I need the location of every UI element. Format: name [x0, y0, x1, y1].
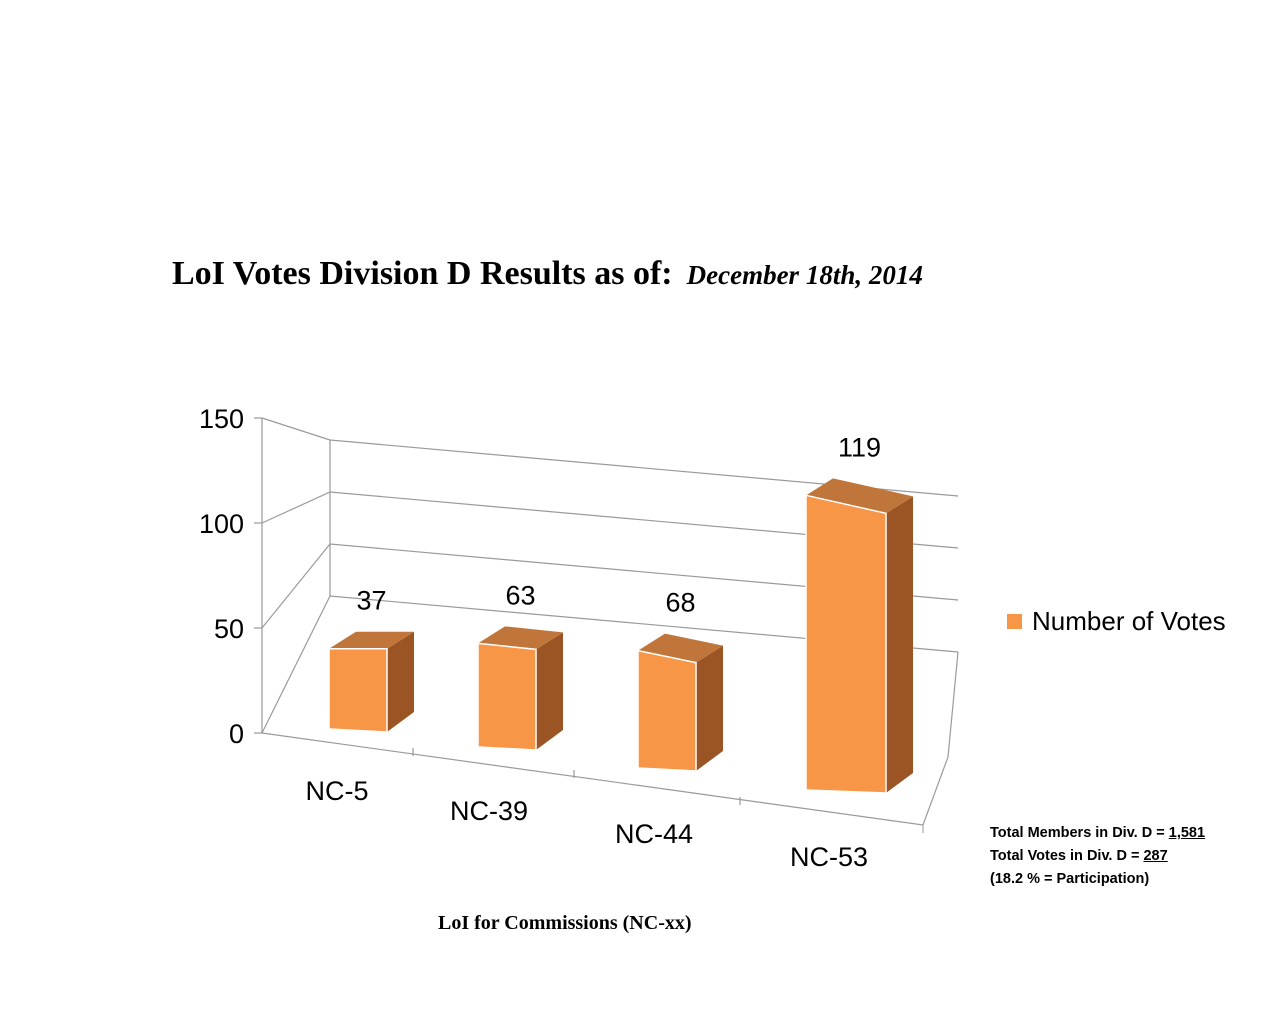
legend: Number of Votes [1007, 606, 1226, 637]
bar-NC-39 [477, 642, 537, 751]
x-label-NC-53: NC-53 [790, 842, 868, 872]
bar-top-NC-44 [638, 633, 723, 663]
legend-swatch [1007, 614, 1022, 629]
stats-participation: (18.2 % = Participation) [990, 871, 1150, 887]
x-label-NC-5: NC-5 [305, 776, 368, 806]
data-label-NC-39: 63 [505, 580, 535, 610]
stats-votes-value: 287 [1143, 848, 1168, 864]
floor-outline [261, 651, 959, 826]
x-axis-title: LoI for Commissions (NC-xx) [438, 912, 692, 934]
data-label-NC-5: 37 [356, 586, 386, 616]
y-tick-label-100: 100 [199, 509, 244, 539]
bar-NC-53 [805, 494, 887, 794]
stats-votes: Total Votes in Div. D = 287 [990, 845, 1205, 868]
bar-top-NC-5 [329, 631, 414, 649]
x-label-NC-44: NC-44 [615, 819, 693, 849]
chart-title-date: December 18th, 2014 [686, 260, 923, 290]
data-label-NC-53: 119 [838, 432, 881, 462]
y-tick-label-150: 150 [199, 404, 244, 434]
chart-title-main: LoI Votes Division D Results as of: [172, 255, 673, 292]
data-label-NC-44: 68 [665, 588, 695, 618]
bar-top-NC-39 [478, 626, 563, 650]
y-tick-label-0: 0 [229, 719, 244, 749]
bar-side-NC-44 [696, 645, 723, 771]
x-label-NC-39: NC-39 [450, 796, 528, 826]
bar-top-NC-53 [806, 478, 913, 514]
bar-side-NC-39 [536, 632, 563, 750]
stats-members: Total Members in Div. D = 1,581 [990, 822, 1205, 845]
y-tick-label-50: 50 [214, 614, 244, 644]
stats-votes-prefix: Total Votes in Div. D = [990, 848, 1144, 864]
stats-members-value: 1,581 [1168, 825, 1206, 841]
bar-NC-44 [637, 649, 697, 772]
stats-members-prefix: Total Members in Div. D = [990, 825, 1169, 841]
bar-side-NC-5 [387, 631, 414, 732]
stats-note: Total Members in Div. D = 1,581 Total Vo… [990, 822, 1205, 891]
chart-title: LoI Votes Division D Results as of: Decem… [172, 255, 923, 293]
legend-label: Number of Votes [1032, 606, 1226, 636]
bar-NC-5 [328, 647, 388, 733]
bar-side-NC-53 [886, 496, 913, 793]
